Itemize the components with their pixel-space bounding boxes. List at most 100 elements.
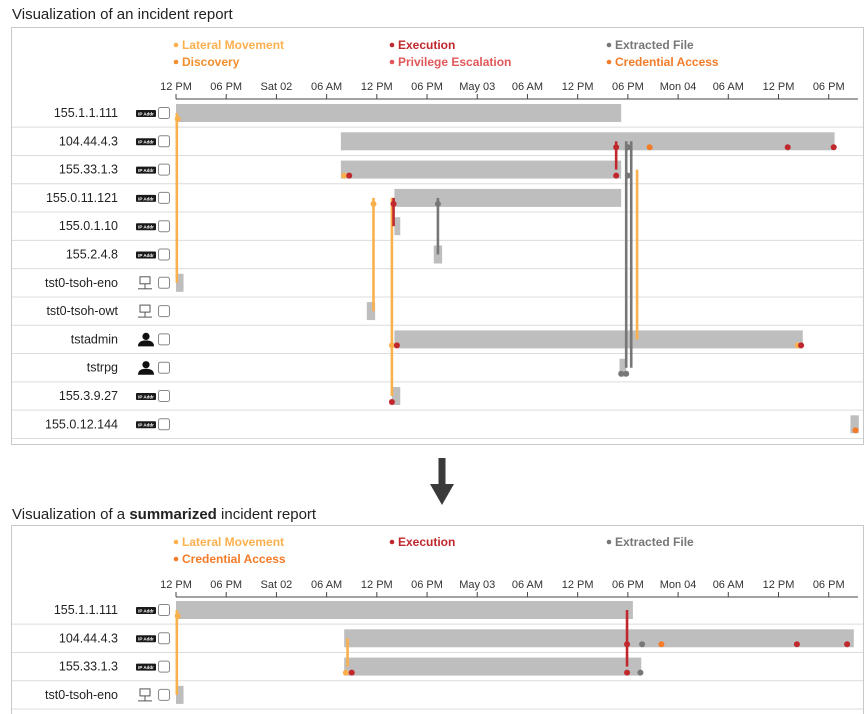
timeline-svg: Lateral Movement Discovery Execution Privil… [12,38,863,439]
time-tick-label: Mon 04 [660,579,697,591]
time-tick-label: 12 PM [562,579,594,591]
event-dot-execution [793,641,800,648]
activity-bar [391,387,401,405]
row-label: 155.1.1.111 [54,603,118,617]
time-tick-label: 06 AM [512,579,543,591]
time-tick-label: 12 PM [562,81,594,93]
legend-dot [173,539,179,545]
event-dot-lateral [174,116,181,122]
activity-bar [394,188,622,207]
time-tick-label: Mon 04 [660,81,697,93]
event-dot-execution [388,399,395,405]
time-tick-label: 12 PM [160,579,192,591]
ip-address-icon-text: IP Addr [138,394,154,399]
row-checkbox [158,107,170,119]
top-title: Visualization of an incident report [12,6,233,23]
ip-address-icon-text: IP Addr [138,140,154,145]
row-label: 155.2.4.8 [66,248,118,262]
activity-bar [394,217,401,236]
event-dot-execution [348,669,355,676]
row-checkbox [158,632,170,645]
incident-timeline-summarized: Lateral Movement Credential Access Executi… [11,525,864,714]
row-label: 155.1.1.111 [54,106,118,120]
row-checkbox [158,688,170,701]
time-tick-label: Sat 02 [261,81,293,93]
ip-address-icon-text: IP Addr [138,665,154,670]
event-dot-execution [784,144,791,151]
activity-bar [344,657,642,676]
event-dot-execution [390,200,397,207]
event-dot-extracted [637,669,644,676]
legend-dot [173,59,179,65]
event-dot-execution [613,144,620,151]
activity-bar [394,330,803,349]
event-dot-execution [624,641,631,648]
row-checkbox [158,163,170,176]
legend-dot [173,42,179,48]
network-host-icon [139,304,151,313]
event-dot-extracted [623,370,630,377]
ip-address-icon-text: IP Addr [138,225,154,230]
event-dot-extracted [624,172,631,179]
time-tick-label: May 03 [459,81,495,93]
down-arrow-icon [430,458,454,505]
ip-address-icon-text: IP Addr [138,423,154,428]
activity-bar [176,104,622,122]
legend-dot [389,42,395,48]
time-tick-label: Sat 02 [261,579,293,591]
row-checkbox [158,361,170,374]
legend-dot [173,556,179,562]
ip-address-icon [136,635,156,643]
row-checkbox [158,248,170,261]
event-dot-extracted [434,200,441,207]
time-tick-label: 06 PM [813,81,845,93]
bottom-title-post: incident report [216,506,317,523]
event-dot-execution [613,172,620,179]
legend-label-execution: Execution [398,535,455,549]
time-tick-label: 06 AM [713,579,744,591]
activity-bar [176,601,633,619]
time-tick-label: 12 PM [763,579,795,591]
event-dot-execution [830,144,837,151]
event-dot-credential [852,427,859,434]
legend-dot [606,539,612,545]
ip-address-icon [136,138,156,146]
row-checkbox [158,604,170,616]
time-tick-label: 06 PM [210,579,242,591]
event-dot-extracted [624,144,631,151]
incident-timeline-full: Lateral Movement Discovery Execution Privil… [11,27,864,445]
ip-address-icon [136,663,156,671]
user-icon [142,332,150,340]
row-checkbox [158,660,170,673]
event-dot-lateral [388,342,395,349]
event-dot-lateral [370,200,377,207]
row-label: 104.44.4.3 [59,134,118,148]
ip-address-icon [136,166,156,174]
ip-address-icon-text: IP Addr [138,608,154,613]
time-tick-label: 06 AM [713,81,744,93]
ip-address-icon [136,421,156,429]
time-tick-label: 12 PM [763,81,795,93]
row-label: tstadmin [71,332,118,346]
time-tick-label: 12 PM [160,81,192,93]
row-label: 155.33.1.3 [59,660,118,674]
ip-address-icon-text: IP Addr [138,253,154,258]
legend-label-execution: Execution [398,38,455,52]
time-tick-label: 06 PM [612,81,644,93]
ip-address-icon [136,194,156,202]
event-dot-lateral [341,172,348,179]
ip-address-icon-text: IP Addr [138,168,154,173]
time-tick-label: 06 PM [411,81,443,93]
ip-address-icon-text: IP Addr [138,111,154,116]
user-icon [138,340,154,347]
network-host-icon [139,688,151,697]
time-tick-label: 06 AM [311,81,342,93]
legend-label-lateral: Lateral Movement [182,38,284,52]
row-label: 155.0.11.121 [46,191,118,205]
bottom-title-pre: Visualization of a [12,506,130,523]
row-checkbox [158,220,170,233]
activity-bar [344,629,854,648]
event-dot-execution [844,641,851,648]
ip-address-icon [136,607,156,614]
legend-label-credential: Credential Access [615,55,719,69]
